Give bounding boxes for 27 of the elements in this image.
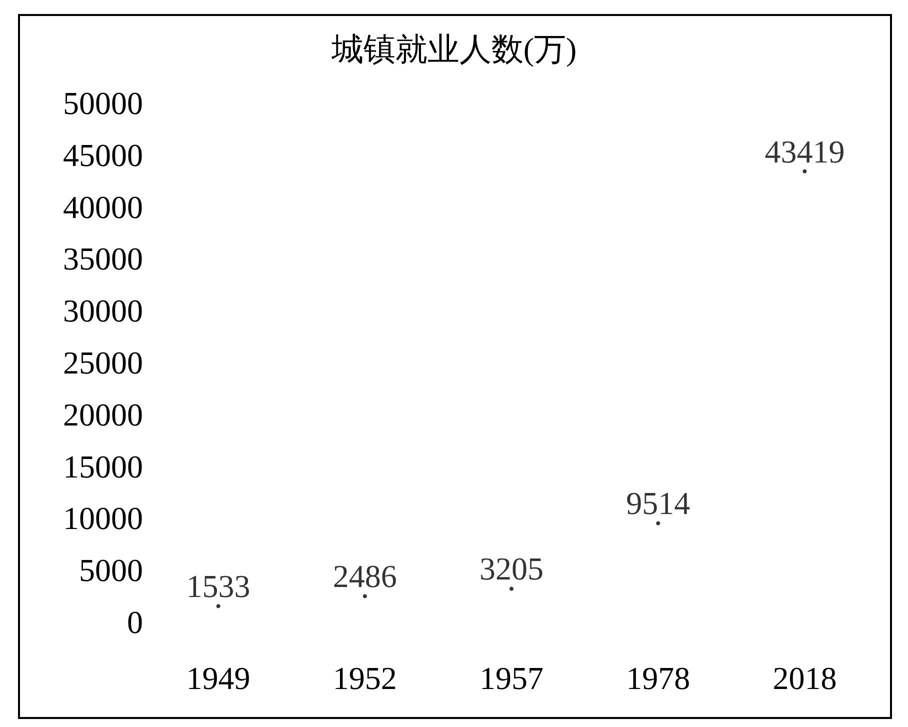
point — [656, 521, 660, 526]
x-tick-label: 1957 — [480, 660, 544, 696]
data-label: 2486 — [332, 558, 397, 594]
point — [216, 604, 220, 608]
data-label: 3205 — [480, 550, 544, 587]
data-label: 1533 — [186, 568, 250, 604]
y-tick-label: 5000 — [79, 552, 143, 588]
y-tick-label: 20000 — [63, 396, 143, 432]
data-label: 43419 — [764, 133, 845, 170]
x-tick-label: 1952 — [332, 660, 397, 696]
x-tick-label: 1978 — [626, 660, 690, 696]
point — [510, 586, 514, 591]
y-tick-label: 0 — [127, 604, 143, 640]
y-tick-label: 25000 — [63, 344, 143, 380]
y-tick-label: 15000 — [63, 448, 143, 484]
point — [362, 594, 367, 598]
x-tick-label: 1949 — [186, 660, 250, 696]
data-label: 9514 — [626, 485, 690, 522]
y-tick-label: 10000 — [63, 500, 143, 536]
x-tick-label: 2018 — [772, 660, 837, 696]
point — [802, 169, 807, 174]
chart-title: 城镇就业人数(万) — [330, 31, 577, 67]
y-tick-label: 35000 — [63, 240, 143, 277]
y-tick-label: 50000 — [63, 85, 143, 121]
y-tick-label: 40000 — [63, 188, 143, 225]
y-tick-label: 45000 — [63, 136, 143, 173]
y-tick-label: 30000 — [63, 292, 143, 329]
